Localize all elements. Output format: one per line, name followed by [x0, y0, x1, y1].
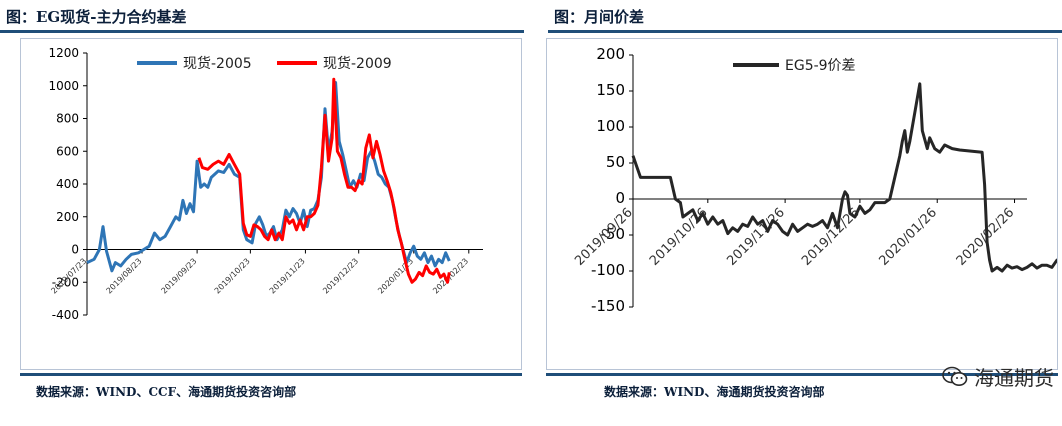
- y-tick-label: 600: [56, 144, 79, 158]
- right-title-rule: [548, 30, 1062, 33]
- y-tick-label: 150: [596, 81, 625, 99]
- x-tick-label: 2019/09/23: [160, 257, 199, 296]
- right-chart-frame: -150 -100 -50 0 50 100 150 200 2019/09/26 2019/10…: [546, 38, 1062, 370]
- y-tick-label: 0: [615, 189, 625, 207]
- x-tick-label: 2019/10/23: [213, 257, 252, 296]
- y-tick-label: 1200: [48, 46, 79, 60]
- x-tick-label: 2019/12/23: [321, 257, 360, 296]
- wechat-icon: [942, 366, 968, 393]
- left-chart-frame: -400 -200 0 200 400 600 800 1000 1200 2019/07/23 2…: [20, 38, 522, 370]
- y-tick-label: -200: [52, 275, 79, 289]
- x-tick-label: 2019/11/26: [724, 205, 788, 269]
- y-tick-label: -150: [591, 297, 625, 315]
- x-tick-label: 2019/11/23: [268, 257, 307, 296]
- y-tick-label: 1000: [48, 79, 79, 93]
- x-tick-label: 2019/09/26: [572, 205, 636, 269]
- right-panel: 图：月间价差 -150 -100 -50 0 50 100 150 200 2019/09/26…: [540, 0, 1062, 426]
- y-tick-label: 800: [56, 112, 79, 126]
- right-source-rule: [546, 373, 1058, 376]
- legend-label: 现货-2009: [323, 55, 392, 72]
- y-tick-label: 200: [56, 210, 79, 224]
- right-chart-title: 图：月间价差: [554, 8, 645, 26]
- watermark: 海通期货: [942, 362, 1054, 393]
- y-tick-label: 200: [596, 45, 625, 63]
- left-source-rule: [20, 373, 522, 376]
- legend-label: 现货-2005: [183, 55, 252, 72]
- left-data-source: 数据来源：WIND、CCF、海通期货投资咨询部: [36, 385, 297, 399]
- y-tick-label: -50: [601, 225, 626, 243]
- watermark-text: 海通期货: [974, 366, 1054, 390]
- left-chart-title: 图：EG现货-主力合约基差: [6, 8, 187, 26]
- y-tick-label: -100: [591, 261, 625, 279]
- y-tick-label: -400: [52, 308, 79, 322]
- y-tick-label: 100: [596, 117, 625, 135]
- y-tick-label: 400: [56, 177, 79, 191]
- left-panel: 图：EG现货-主力合约基差 -400 -200 0 200 400 600 800 1000 1…: [0, 0, 530, 426]
- left-title-rule: [0, 30, 524, 33]
- y-tick-label: 50: [606, 153, 625, 171]
- y-tick-label: 0: [71, 243, 79, 257]
- series-line-现货-2005: [86, 81, 451, 273]
- x-tick-label: 2020/01/26: [876, 205, 940, 269]
- legend-label: EG5-9价差: [785, 58, 856, 74]
- right-data-source: 数据来源：WIND、海通期货投资咨询部: [604, 385, 825, 399]
- series-line-EG5-9价差: [631, 82, 1062, 273]
- series-line-现货-2009: [197, 77, 451, 284]
